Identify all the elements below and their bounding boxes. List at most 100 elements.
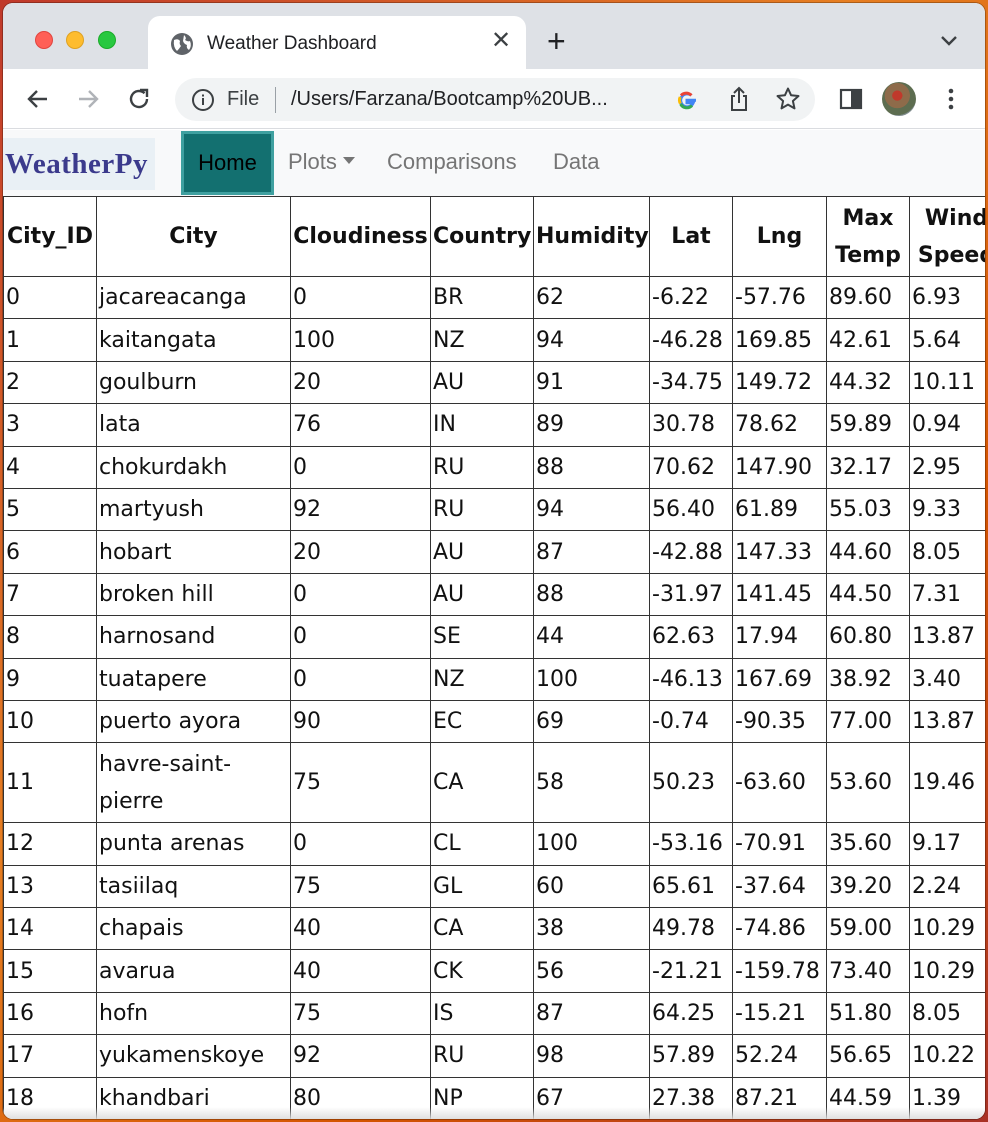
page-bottom-fade: [3, 1107, 985, 1119]
table-cell: 69: [533, 699, 650, 744]
table-cell: 141.45: [732, 572, 827, 617]
table-cell: 38.92: [826, 657, 910, 701]
table-cell: 2: [3, 360, 97, 405]
table-cell: 94: [533, 318, 650, 362]
share-icon[interactable]: [727, 86, 751, 112]
table-cell: -0.74: [649, 699, 733, 744]
back-arrow-icon[interactable]: [25, 86, 51, 112]
table-cell: NZ: [430, 318, 534, 362]
table-cell: -6.22: [649, 275, 733, 320]
omnibox-divider: [275, 87, 276, 113]
site-navbar: WeatherPy Home Plots Comparisons Data: [3, 130, 985, 196]
url-scheme-label: File: [227, 88, 260, 110]
column-header: City: [96, 196, 291, 277]
info-icon[interactable]: [191, 88, 215, 112]
table-cell: 8.05: [909, 530, 985, 574]
side-panel-icon[interactable]: [838, 86, 864, 112]
table-cell: 61.89: [732, 487, 827, 532]
table-cell: 0: [290, 572, 431, 617]
table-cell: 169.85: [732, 318, 827, 362]
google-icon[interactable]: [675, 88, 699, 112]
table-cell: 88: [533, 445, 650, 489]
table-header-row: City_ID City Cloudiness Country Humidity Lat L…: [3, 196, 985, 277]
browser-tab[interactable]: Weather Dashboard ✕: [148, 16, 526, 69]
table-row: 2 goulburn 20 AU 91 -34.75 149.72 44.32 10.11: [3, 360, 985, 405]
table-cell: 51.80: [826, 991, 910, 1036]
table-row: 6 hobart 20 AU 87 -42.88 147.33 44.60 8.05: [3, 530, 985, 574]
table-cell: 75: [290, 742, 431, 824]
table-row: 0 jacareacanga 0 BR 62 -6.22 -57.76 89.60 6.93: [3, 275, 985, 320]
new-tab-button[interactable]: +: [547, 23, 566, 59]
table-cell: -159.78: [732, 949, 827, 993]
nav-plots-dropdown[interactable]: Plots: [288, 130, 355, 196]
table-cell: 7.31: [909, 572, 985, 617]
table-cell: 92: [290, 487, 431, 532]
table-cell: 62: [533, 275, 650, 320]
table-cell: 40: [290, 949, 431, 993]
url-text[interactable]: /Users/Farzana/Bootcamp%20UB...: [291, 88, 608, 110]
table-cell: 44.50: [826, 572, 910, 617]
table-cell: CA: [430, 742, 534, 824]
column-header: Wind Speed: [909, 196, 985, 277]
table-cell: -70.91: [732, 822, 827, 866]
table-cell: 4: [3, 445, 97, 489]
table-row: 3 lata 76 IN 89 30.78 78.62 59.89 0.94: [3, 403, 985, 447]
table-cell: 60.80: [826, 615, 910, 659]
table-cell: -53.16: [649, 822, 733, 866]
table-cell: tasiilaq: [96, 864, 291, 909]
table-cell: 57.89: [649, 1034, 733, 1078]
browser-window: Weather Dashboard ✕ + File /Users/Farz: [3, 3, 985, 1119]
nav-comparisons[interactable]: Comparisons: [387, 149, 517, 174]
table-cell: goulburn: [96, 360, 291, 405]
profile-avatar[interactable]: [882, 82, 916, 116]
table-cell: 9.17: [909, 822, 985, 866]
table-row: 8 harnosand 0 SE 44 62.63 17.94 60.80 13.87: [3, 615, 985, 659]
close-tab-icon[interactable]: ✕: [491, 27, 512, 54]
table-cell: 100: [533, 657, 650, 701]
table-cell: 149.72: [732, 360, 827, 405]
reload-icon[interactable]: [126, 86, 152, 112]
table-cell: 94: [533, 487, 650, 532]
forward-arrow-icon[interactable]: [75, 86, 101, 112]
more-menu-icon[interactable]: [938, 86, 964, 112]
table-cell: 60: [533, 864, 650, 909]
table-cell: 44: [533, 615, 650, 659]
maximize-window-button[interactable]: [98, 31, 116, 49]
table-cell: 10: [3, 699, 97, 744]
table-cell: -31.97: [649, 572, 733, 617]
table-cell: chapais: [96, 907, 291, 951]
minimize-window-button[interactable]: [66, 31, 84, 49]
table-cell: 5.64: [909, 318, 985, 362]
table-cell: jacareacanga: [96, 275, 291, 320]
nav-home[interactable]: Home: [181, 131, 274, 195]
table-cell: 100: [533, 822, 650, 866]
close-window-button[interactable]: [35, 31, 53, 49]
table-cell: 53.60: [826, 742, 910, 824]
table-cell: 58: [533, 742, 650, 824]
table-row: 16 hofn 75 IS 87 64.25 -15.21 51.80 8.05: [3, 991, 985, 1036]
page-content: WeatherPy Home Plots Comparisons Data Ci…: [3, 130, 985, 1119]
table-cell: 73.40: [826, 949, 910, 993]
table-cell: RU: [430, 487, 534, 532]
table-cell: 13.87: [909, 615, 985, 659]
weather-data-table: City_ID City Cloudiness Country Humidity Lat L…: [3, 196, 985, 1119]
nav-data[interactable]: Data: [553, 149, 600, 174]
table-cell: 20: [290, 360, 431, 405]
table-cell: martyush: [96, 487, 291, 532]
table-cell: 30.78: [649, 403, 733, 447]
table-cell: 0: [290, 615, 431, 659]
table-cell: 59.89: [826, 403, 910, 447]
table-row: 5 martyush 92 RU 94 56.40 61.89 55.03 9.33: [3, 487, 985, 532]
table-cell: 2.95: [909, 445, 985, 489]
table-cell: 0: [290, 822, 431, 866]
address-bar[interactable]: File /Users/Farzana/Bootcamp%20UB...: [175, 78, 815, 121]
table-cell: 10.29: [909, 907, 985, 951]
table-cell: 167.69: [732, 657, 827, 701]
bookmark-star-icon[interactable]: [775, 86, 801, 112]
brand-logo[interactable]: WeatherPy: [3, 138, 155, 190]
chevron-down-icon[interactable]: [938, 29, 960, 51]
table-cell: CL: [430, 822, 534, 866]
table-cell: 10.29: [909, 949, 985, 993]
table-cell: 0: [290, 275, 431, 320]
table-cell: 15: [3, 949, 97, 993]
